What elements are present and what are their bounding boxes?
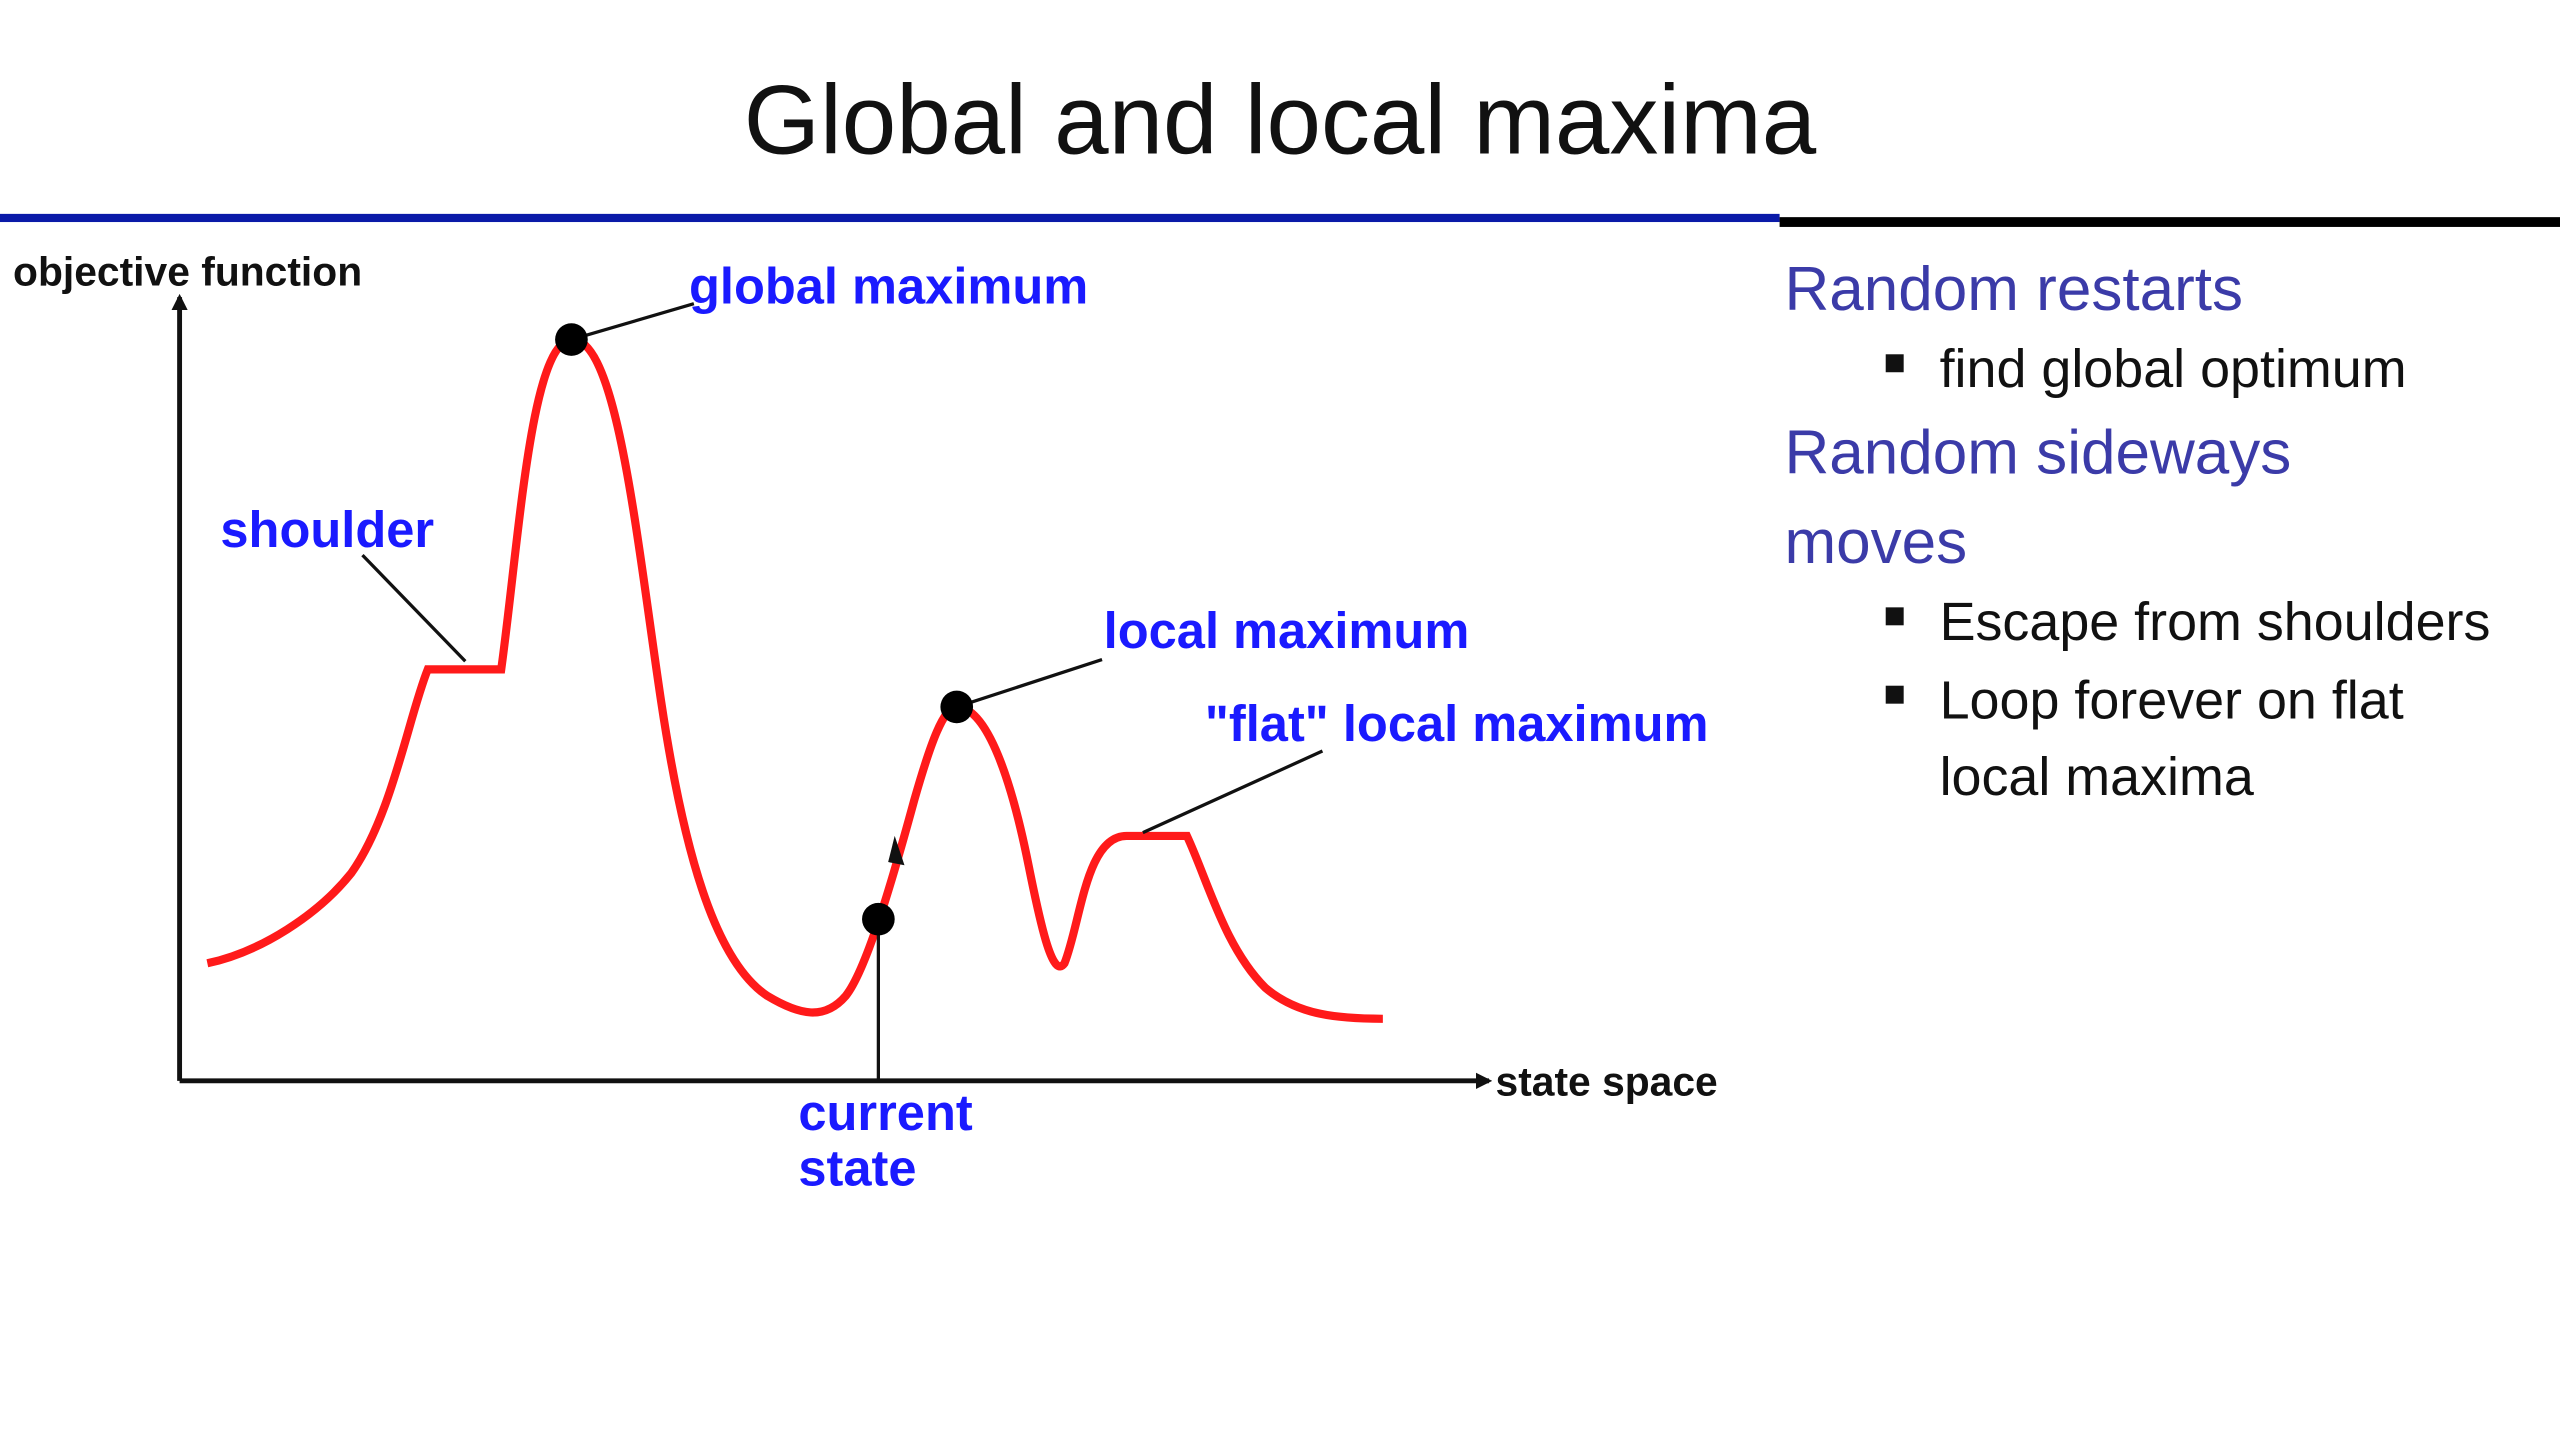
direction-arrow <box>888 835 905 866</box>
label: "flat" local maximum <box>1205 695 1709 752</box>
label: global maximum <box>689 258 1088 315</box>
slide-title: Global and local maxima <box>744 64 1817 174</box>
objective-curve <box>206 335 1383 1023</box>
diagram: objective function state space global ma… <box>13 249 1718 1197</box>
bullet-list: Random restarts find global optimum Random… <box>1784 255 2490 807</box>
bullet-marker <box>1885 607 1904 626</box>
bullet-marker <box>1885 685 1904 704</box>
point <box>862 902 895 936</box>
point <box>940 690 974 724</box>
leader-line <box>1142 749 1324 835</box>
leader-line <box>570 302 695 342</box>
bullet-heading: moves <box>1784 508 1967 577</box>
label: local maximum <box>1104 602 1470 659</box>
label: state <box>798 1139 916 1196</box>
label: current <box>798 1084 973 1141</box>
title-rule <box>0 213 1780 223</box>
bullet-heading: Random restarts <box>1784 255 2243 324</box>
bullet-item: Escape from shoulders <box>1940 592 2491 652</box>
title-rule <box>1779 217 2560 227</box>
bullet-item: Loop forever on flat <box>1940 670 2404 730</box>
bullet-item: local maxima <box>1940 747 2254 807</box>
leader-line <box>361 553 467 663</box>
bullet-marker <box>1885 354 1904 373</box>
point <box>555 323 588 356</box>
bullet-heading: Random sideways <box>1784 418 2291 487</box>
y-axis-label: objective function <box>13 249 362 295</box>
label: shoulder <box>220 501 434 558</box>
leader-line <box>956 658 1103 709</box>
bullet-item: find global optimum <box>1940 339 2407 399</box>
x-axis-label: state space <box>1496 1059 1718 1105</box>
